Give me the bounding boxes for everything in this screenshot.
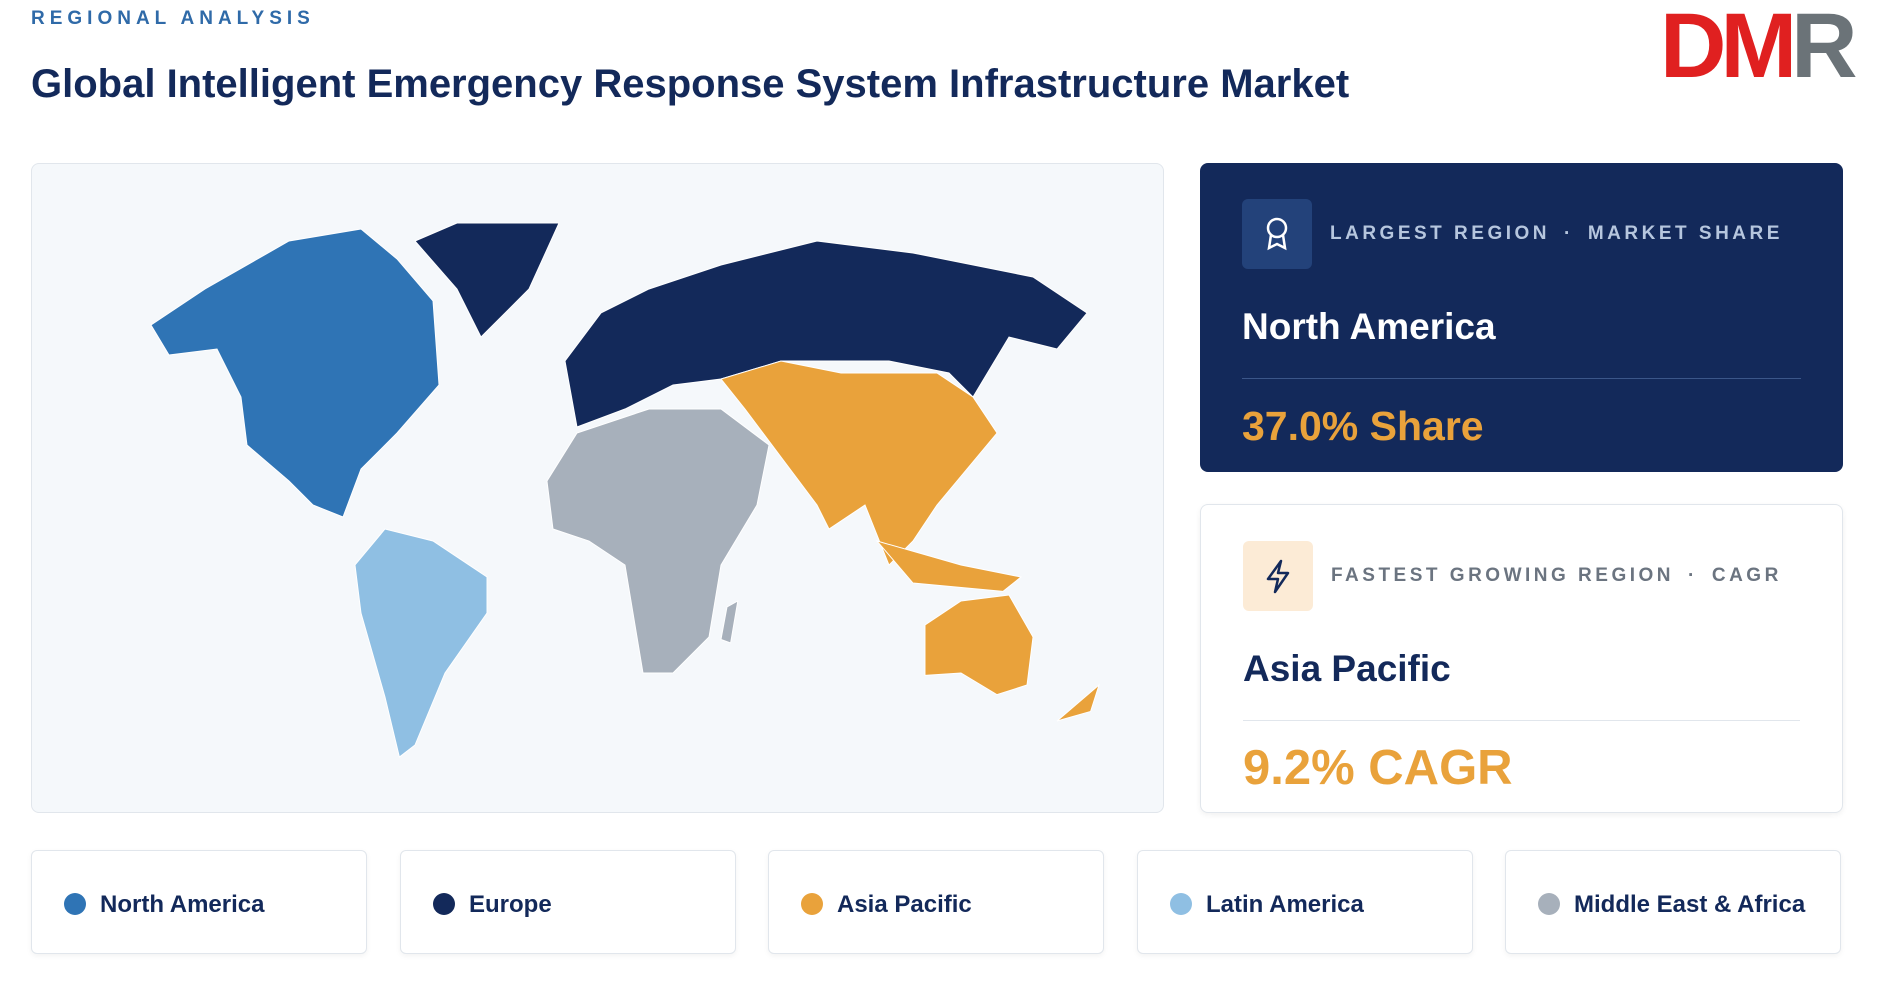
region-value: 37.0% Share bbox=[1242, 403, 1484, 449]
map-panel bbox=[31, 163, 1164, 813]
card-label: FASTEST GROWING REGION · CAGR bbox=[1331, 565, 1782, 586]
legend-label: Latin America bbox=[1206, 891, 1364, 918]
legend-item: Asia Pacific bbox=[768, 850, 1104, 954]
indonesia bbox=[875, 540, 1023, 592]
legend-item: Latin America bbox=[1137, 850, 1473, 954]
logo: DMR bbox=[1660, 0, 1858, 99]
legend-swatch bbox=[1538, 893, 1560, 915]
region-name: North America bbox=[1242, 306, 1496, 347]
bolt-icon bbox=[1243, 541, 1313, 611]
new-zealand bbox=[1056, 683, 1100, 722]
region-name: Asia Pacific bbox=[1243, 648, 1451, 689]
legend-swatch bbox=[801, 893, 823, 915]
world-map bbox=[150, 222, 1100, 758]
legend-item: North America bbox=[31, 850, 367, 954]
region-value: 9.2% CAGR bbox=[1243, 741, 1513, 795]
legend-item: Europe bbox=[400, 850, 736, 954]
legend-label: Middle East & Africa bbox=[1574, 891, 1806, 918]
label: FASTEST GROWING REGION bbox=[1331, 565, 1675, 586]
card-label: LARGEST REGION · MARKET SHARE bbox=[1330, 223, 1783, 244]
latin-america bbox=[354, 528, 488, 758]
legend-item: Middle East & Africa bbox=[1505, 850, 1841, 954]
europe bbox=[564, 240, 1088, 428]
logo-right: R bbox=[1791, 0, 1857, 97]
legend-label: Europe bbox=[469, 891, 552, 918]
largest-region-card: LARGEST REGION · MARKET SHARE North Americ… bbox=[1200, 163, 1843, 472]
legend-label: North America bbox=[100, 891, 265, 918]
divider bbox=[1243, 720, 1800, 721]
madagascar bbox=[720, 600, 739, 644]
greenland bbox=[414, 222, 560, 338]
eyebrow: REGIONAL ANALYSIS bbox=[31, 8, 315, 29]
label: LARGEST REGION bbox=[1330, 223, 1551, 244]
asia bbox=[720, 360, 998, 566]
australia bbox=[924, 594, 1034, 696]
metric: CAGR bbox=[1711, 565, 1782, 586]
award-icon bbox=[1242, 199, 1312, 269]
legend-swatch bbox=[433, 893, 455, 915]
logo-left: DM bbox=[1660, 0, 1797, 97]
title: Global Intelligent Emergency Response Sy… bbox=[31, 62, 1350, 106]
award-glyph bbox=[1266, 217, 1288, 251]
legend-label: Asia Pacific bbox=[837, 891, 972, 918]
divider bbox=[1242, 378, 1801, 379]
metric: MARKET SHARE bbox=[1587, 223, 1783, 244]
legend-swatch bbox=[64, 893, 86, 915]
bolt-glyph bbox=[1266, 559, 1290, 594]
middle-east-africa bbox=[546, 408, 770, 674]
fastest-region-card: FASTEST GROWING REGION · CAGR Asia Pacific… bbox=[1200, 504, 1843, 813]
north-america bbox=[150, 228, 440, 518]
legend-swatch bbox=[1170, 893, 1192, 915]
